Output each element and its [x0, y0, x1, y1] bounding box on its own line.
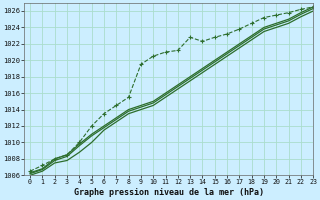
X-axis label: Graphe pression niveau de la mer (hPa): Graphe pression niveau de la mer (hPa) — [74, 188, 264, 197]
